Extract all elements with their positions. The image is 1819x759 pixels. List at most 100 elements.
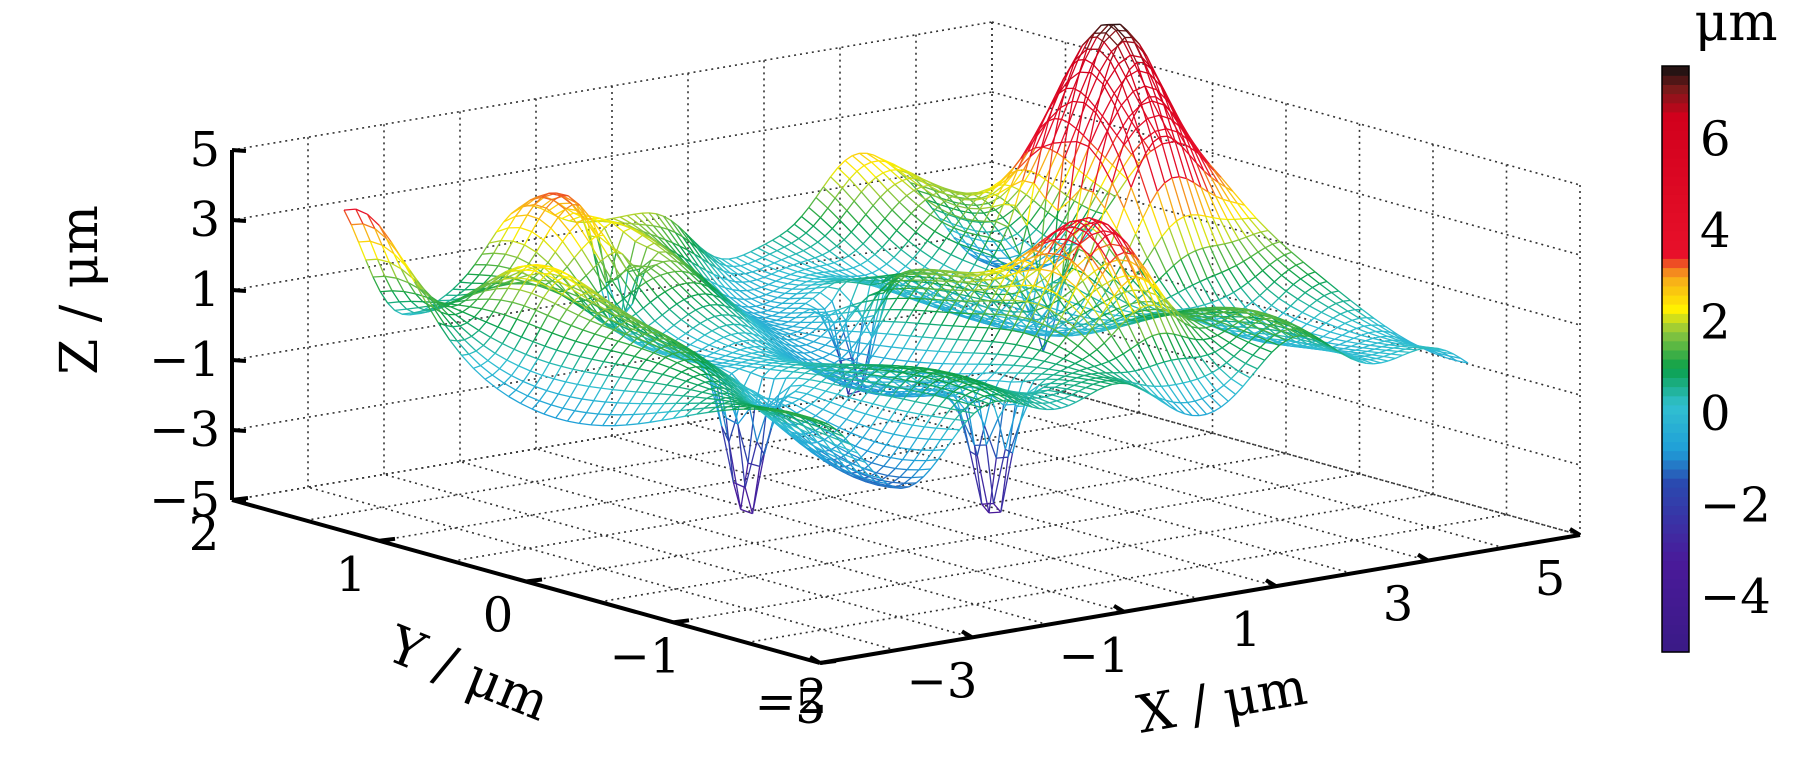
mesh-line bbox=[618, 340, 631, 346]
mesh-line bbox=[737, 408, 751, 425]
mesh-line bbox=[450, 306, 463, 313]
mesh-line bbox=[1002, 186, 1012, 205]
mesh-line bbox=[595, 361, 605, 375]
mesh-line bbox=[960, 208, 969, 219]
mesh-line bbox=[789, 333, 803, 339]
mesh-line bbox=[650, 362, 659, 372]
mesh-line bbox=[481, 298, 490, 310]
mesh-line bbox=[708, 286, 721, 298]
mesh-line bbox=[1264, 247, 1278, 260]
mesh-line bbox=[707, 318, 720, 328]
mesh-line bbox=[891, 201, 900, 211]
mesh-line bbox=[781, 256, 789, 261]
mesh-line bbox=[831, 219, 841, 230]
mesh-line bbox=[816, 328, 829, 331]
mesh-line bbox=[645, 224, 659, 238]
mesh-line bbox=[809, 378, 822, 383]
mesh-line bbox=[526, 278, 539, 284]
mesh-line bbox=[569, 283, 578, 289]
mesh-line bbox=[708, 344, 722, 350]
mesh-line bbox=[812, 292, 821, 299]
mesh-line bbox=[633, 413, 646, 416]
mesh-line bbox=[802, 276, 815, 280]
mesh-line bbox=[509, 318, 518, 333]
mesh-line bbox=[1038, 199, 1047, 272]
mesh-line bbox=[1009, 225, 1018, 235]
mesh-line bbox=[908, 240, 921, 251]
mesh-line bbox=[492, 299, 502, 312]
mesh-line bbox=[982, 285, 992, 297]
mesh-line bbox=[631, 368, 640, 380]
mesh-line bbox=[1123, 187, 1132, 209]
mesh-line bbox=[598, 337, 608, 349]
mesh-line bbox=[674, 232, 688, 251]
mesh-line bbox=[659, 384, 668, 395]
mesh-line bbox=[919, 361, 932, 364]
mesh-line bbox=[384, 275, 397, 279]
mesh-line bbox=[586, 333, 596, 345]
mesh-line bbox=[591, 314, 605, 323]
mesh-line bbox=[499, 359, 508, 370]
mesh-line bbox=[445, 288, 454, 296]
mesh-line bbox=[851, 320, 860, 332]
mesh-line bbox=[577, 296, 586, 307]
mesh-line bbox=[674, 376, 687, 382]
mesh-line bbox=[896, 221, 905, 231]
mesh-line bbox=[599, 347, 612, 352]
mesh-line bbox=[592, 299, 601, 304]
mesh-line bbox=[1267, 230, 1281, 243]
mesh-line bbox=[1130, 187, 1144, 219]
mesh-line bbox=[744, 354, 757, 359]
mesh-line bbox=[782, 333, 795, 341]
mesh-line bbox=[688, 309, 697, 315]
mesh-line bbox=[926, 349, 939, 353]
mesh-line bbox=[1123, 128, 1137, 146]
mesh-line bbox=[650, 370, 663, 376]
mesh-line bbox=[550, 217, 559, 229]
mesh-line bbox=[484, 374, 493, 380]
mesh-line bbox=[790, 273, 803, 278]
mesh-line bbox=[1092, 160, 1101, 193]
mesh-line bbox=[738, 368, 751, 374]
mesh-line bbox=[690, 295, 704, 308]
mesh-line bbox=[936, 300, 945, 308]
mesh-line bbox=[400, 268, 409, 283]
mesh-line bbox=[1070, 135, 1085, 165]
mesh-line bbox=[1021, 156, 1031, 181]
mesh-line bbox=[511, 280, 524, 285]
mesh-line bbox=[1081, 204, 1090, 210]
mesh-line bbox=[946, 237, 959, 245]
mesh-line bbox=[611, 274, 621, 282]
mesh-line bbox=[803, 352, 816, 361]
mesh-line bbox=[1102, 196, 1116, 215]
mesh-line bbox=[965, 274, 978, 277]
mesh-line bbox=[663, 259, 671, 263]
mesh-line bbox=[541, 192, 550, 198]
mesh-line bbox=[588, 235, 597, 243]
mesh-line bbox=[878, 160, 886, 163]
mesh-line bbox=[846, 210, 860, 224]
mesh-line bbox=[676, 303, 689, 315]
mesh-line bbox=[581, 248, 594, 269]
mesh-line bbox=[822, 176, 832, 188]
mesh-line bbox=[803, 287, 816, 290]
mesh-line bbox=[471, 335, 484, 346]
mesh-line bbox=[815, 357, 823, 361]
mesh-line bbox=[1273, 281, 1287, 292]
mesh-line bbox=[782, 273, 791, 279]
mesh-line bbox=[406, 308, 415, 314]
mesh-line bbox=[991, 262, 1004, 266]
mesh-line bbox=[1129, 54, 1139, 71]
mesh-line bbox=[541, 362, 550, 376]
mesh-line bbox=[718, 262, 732, 274]
mesh-line bbox=[846, 200, 855, 211]
mesh-line bbox=[528, 309, 537, 325]
mesh-line bbox=[564, 208, 578, 225]
mesh-line bbox=[726, 323, 734, 326]
mesh-line bbox=[655, 382, 668, 386]
mesh-line bbox=[938, 237, 947, 249]
mesh-line bbox=[598, 413, 611, 416]
mesh-line bbox=[932, 303, 945, 308]
mesh-line bbox=[944, 200, 957, 207]
mesh-line bbox=[641, 212, 654, 227]
